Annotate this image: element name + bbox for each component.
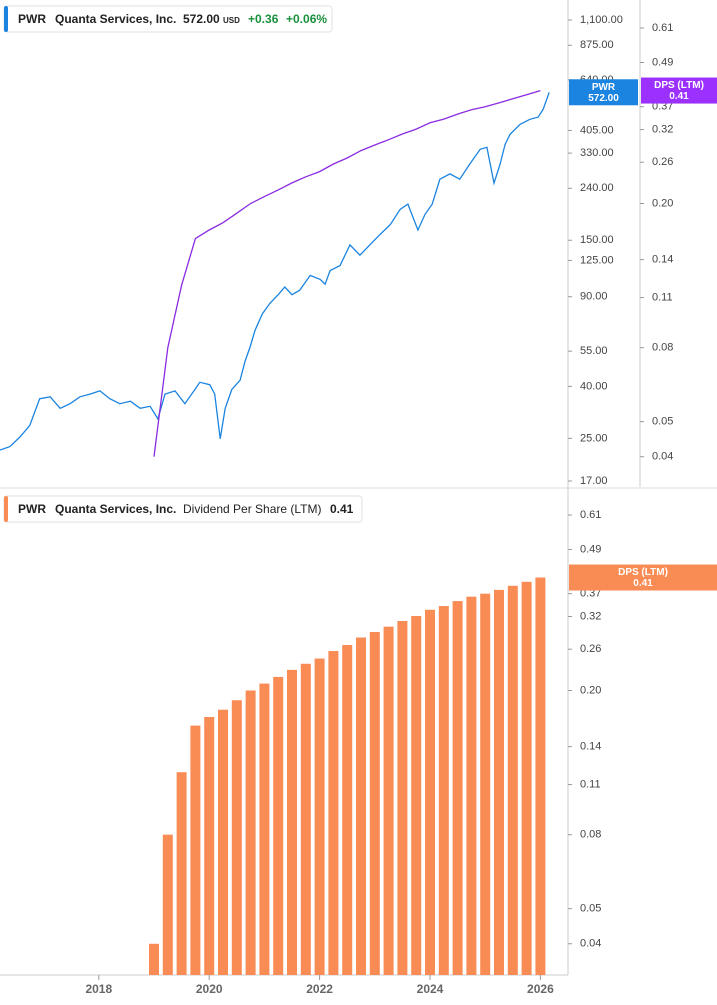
y-tick-label: 25.00	[580, 432, 608, 444]
y-tick-label: 0.14	[580, 741, 601, 753]
legend-swatch	[4, 6, 8, 32]
legend-change-pct: +0.06%	[286, 12, 327, 26]
bar	[231, 700, 242, 975]
bar	[314, 658, 325, 975]
bar	[507, 585, 518, 975]
x-tick-label: 2024	[417, 982, 444, 996]
bar	[356, 637, 367, 975]
y-tick-label: 0.20	[580, 684, 601, 696]
y-tick-label: 0.05	[652, 416, 673, 428]
bar	[342, 645, 353, 975]
y-tick-label: 0.11	[580, 778, 601, 790]
y-tick-label: 0.26	[580, 643, 601, 655]
y-tick-label: 17.00	[580, 475, 608, 487]
legend-company: Quanta Services, Inc.	[55, 502, 176, 516]
value-tag-name: PWR	[592, 82, 616, 93]
y-tick-label: 0.05	[580, 903, 601, 915]
bar	[259, 683, 270, 975]
y-tick-label: 0.04	[580, 938, 601, 950]
bar	[397, 621, 408, 975]
y-tick-label: 0.14	[652, 254, 673, 266]
bar	[190, 725, 201, 975]
legend-ticker: PWR	[18, 12, 46, 26]
y-tick-label: 0.49	[580, 543, 601, 555]
y-tick-label: 0.61	[580, 509, 601, 521]
y-tick-label: 40.00	[580, 380, 608, 392]
y-tick-label: 0.49	[652, 56, 673, 68]
legend-change: +0.36	[248, 12, 279, 26]
y-tick-label: 125.00	[580, 254, 614, 266]
bar	[521, 581, 532, 975]
y-tick-label: 0.20	[652, 197, 673, 209]
x-tick-label: 2022	[306, 982, 333, 996]
y-tick-label: 0.11	[652, 291, 673, 303]
bar	[204, 716, 215, 975]
y-tick-label: 0.37	[580, 588, 601, 600]
value-tag-name: DPS (LTM)	[654, 80, 704, 91]
y-tick-label: 875.00	[580, 39, 614, 51]
value-tag-value: 572.00	[588, 93, 619, 104]
y-tick-label: 0.26	[652, 156, 673, 168]
y-tick-label: 0.32	[580, 610, 601, 622]
bar	[383, 626, 394, 975]
y-tick-label: 405.00	[580, 124, 614, 136]
bar	[452, 601, 463, 975]
bar	[535, 577, 546, 975]
legend-company: Quanta Services, Inc.	[55, 12, 176, 26]
legend-top: PWR Quanta Services, Inc. 572.00 USD +0.…	[3, 5, 333, 33]
bar	[162, 834, 173, 975]
y-tick-label: 0.37	[652, 101, 673, 113]
value-tag-value: 0.41	[633, 578, 653, 589]
value-tag	[569, 79, 638, 106]
x-tick-label: 2018	[85, 982, 112, 996]
bar	[287, 669, 298, 975]
value-tag	[641, 77, 717, 104]
y-tick-label: 0.08	[580, 829, 601, 841]
y-tick-label: 0.04	[652, 451, 673, 463]
legend-swatch	[4, 496, 8, 522]
bar	[245, 690, 256, 975]
bar	[176, 772, 187, 975]
bar	[411, 616, 422, 975]
y-tick-label: 55.00	[580, 345, 608, 357]
bar	[438, 606, 449, 975]
bar	[328, 651, 339, 975]
bar	[273, 676, 284, 975]
value-tag	[569, 564, 717, 591]
value-tag-name: DPS (LTM)	[618, 567, 668, 578]
legend-value: 0.41	[330, 502, 354, 516]
x-tick-label: 2020	[196, 982, 223, 996]
bar	[494, 589, 505, 975]
legend-currency: USD	[223, 16, 240, 25]
y-tick-label: 0.08	[652, 342, 673, 354]
y-tick-label: 90.00	[580, 291, 608, 303]
bar	[218, 709, 229, 975]
y-tick-label: 330.00	[580, 147, 614, 159]
value-tag-value: 0.41	[669, 91, 689, 102]
legend-bottom: PWR Quanta Services, Inc. Dividend Per S…	[3, 495, 363, 523]
series-line	[0, 92, 550, 451]
y-tick-label: 150.00	[580, 234, 614, 246]
y-tick-label: 1,100.00	[580, 14, 623, 26]
legend-ticker: PWR	[18, 502, 46, 516]
x-tick-label: 2026	[527, 982, 554, 996]
series-line	[153, 89, 541, 457]
bar	[369, 632, 380, 975]
bar	[466, 596, 477, 975]
bar	[425, 609, 436, 975]
y-tick-label: 0.61	[652, 22, 673, 34]
y-tick-label: 0.32	[652, 123, 673, 135]
legend-price: 572.00	[183, 12, 220, 26]
bar	[300, 663, 311, 975]
y-tick-label: 240.00	[580, 182, 614, 194]
legend-metric: Dividend Per Share (LTM)	[183, 502, 322, 516]
bar	[480, 593, 491, 975]
bar	[149, 943, 160, 975]
